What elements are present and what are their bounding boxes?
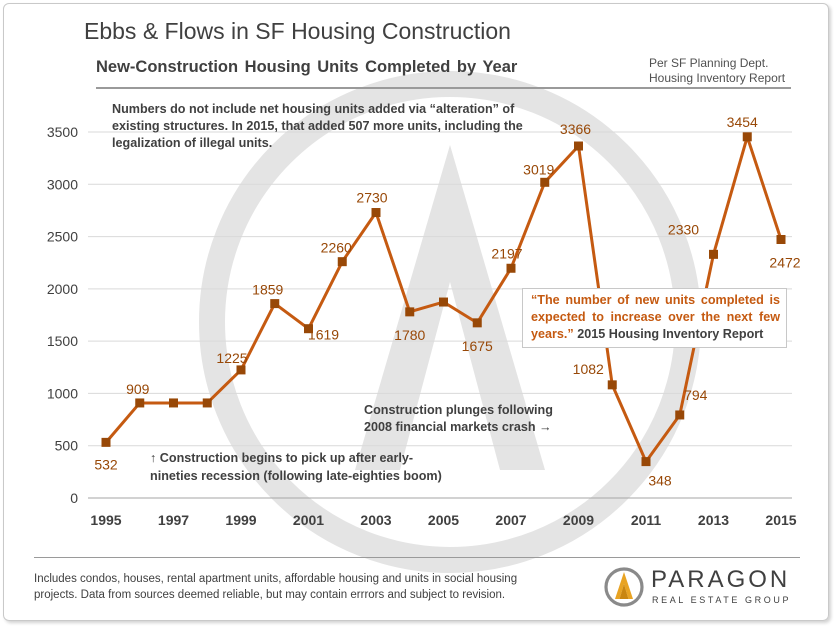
data-label-2015: 2472	[769, 254, 800, 270]
watermark-a-shape	[355, 145, 545, 470]
quote-text: “The number of new units completed is ex…	[531, 293, 780, 341]
y-tick-label: 3500	[47, 124, 78, 140]
forecast-quote-box: “The number of new units completed is ex…	[522, 288, 787, 348]
footer-note: Includes condos, houses, rental apartmen…	[34, 573, 518, 601]
data-point-2007	[506, 263, 516, 273]
data-point-2012	[675, 410, 685, 420]
data-point-1995	[101, 437, 111, 447]
data-label-2001: 1619	[308, 327, 339, 343]
data-point-1998	[202, 398, 212, 408]
recovery-annotation: ↑ Construction begins to pick up after e…	[150, 449, 442, 485]
x-tick-label: 2011	[631, 512, 662, 528]
data-label-1995: 532	[94, 456, 118, 472]
y-tick-label: 1500	[47, 333, 78, 349]
data-point-2008	[540, 177, 550, 187]
logo-name: PARAGON	[651, 566, 791, 593]
data-point-2005	[439, 297, 448, 307]
x-tick-label: 2005	[428, 512, 459, 528]
alteration-note: Numbers do not include net housing units…	[112, 102, 523, 150]
x-tick-label: 2001	[293, 512, 324, 528]
data-point-1996	[135, 398, 145, 408]
source-line-2: Housing Inventory Report	[649, 71, 786, 85]
data-label-2013: 2330	[668, 221, 699, 237]
data-point-2004	[405, 307, 415, 317]
x-axis-ticks: 1995 1997 1999 2001 2003 2005 2007 2009 2011 2013…	[90, 512, 796, 528]
crash-annotation-line-1: Construction plunges following	[364, 403, 553, 417]
x-tick-label: 1997	[158, 512, 189, 528]
y-tick-label: 1000	[47, 385, 78, 401]
quote-source: 2015 Housing Inventory Report	[573, 327, 764, 341]
data-label-2006: 1675	[462, 338, 493, 354]
data-point-2002	[337, 257, 347, 267]
data-label-2011: 348	[648, 473, 672, 489]
crash-annotation-line-2: 2008 financial markets crash →	[364, 420, 552, 434]
data-label-1999: 1225	[216, 350, 247, 366]
x-tick-label: 2007	[495, 512, 526, 528]
data-point-2013	[709, 249, 718, 259]
data-label-2002: 2260	[321, 240, 352, 256]
data-point-2001	[304, 324, 313, 334]
data-point-2009	[574, 141, 583, 151]
data-point-2000	[270, 299, 280, 309]
recovery-annotation-line-1: ↑ Construction begins to pick up after e…	[150, 451, 414, 465]
data-label-2012: 794	[684, 387, 708, 403]
y-tick-label: 0	[70, 490, 78, 506]
data-point-2014	[742, 132, 752, 142]
x-tick-label: 1995	[90, 512, 121, 528]
crash-annotation: Construction plunges following 2008 fina…	[364, 402, 553, 436]
y-tick-label: 2000	[47, 281, 78, 297]
x-tick-label: 2009	[563, 512, 594, 528]
chart-title: Ebbs & Flows in SF Housing Construction	[84, 18, 511, 44]
footer-divider	[34, 557, 800, 558]
y-tick-label: 3000	[47, 176, 78, 192]
data-label-2000: 1859	[252, 282, 283, 298]
data-label-2003: 2730	[356, 190, 387, 206]
data-label-2010: 1082	[573, 361, 604, 377]
data-label-1996: 909	[126, 381, 150, 397]
data-point-2015	[776, 234, 786, 244]
chart-frame	[3, 3, 829, 621]
data-label-2009: 3366	[560, 121, 591, 137]
paragon-a-logo-icon	[604, 567, 644, 607]
header-divider	[96, 87, 791, 89]
data-markers	[101, 132, 786, 467]
data-point-2010	[607, 380, 617, 390]
data-label-2004: 1780	[394, 327, 425, 343]
data-point-1999	[236, 365, 246, 375]
data-label-2008: 3019	[523, 161, 554, 177]
recovery-annotation-line-2: nineties recession (following late-eight…	[150, 469, 442, 483]
y-tick-label: 2500	[47, 229, 78, 245]
data-point-2003	[371, 208, 381, 218]
data-label-2014: 3454	[727, 114, 758, 130]
source-line-1: Per SF Planning Dept.	[649, 56, 769, 70]
source-note: Per SF Planning Dept. Housing Inventory …	[649, 56, 785, 86]
x-tick-label: 2003	[360, 512, 391, 528]
y-tick-label: 500	[55, 438, 79, 454]
data-label-2007: 2197	[491, 245, 522, 261]
x-tick-label: 1999	[225, 512, 256, 528]
data-point-2011	[641, 457, 651, 467]
data-labels: 532 909 1225 1859 1619 2260 2730 1780 1675 2197 30…	[94, 114, 800, 489]
data-point-2006	[472, 318, 482, 328]
x-tick-label: 2013	[698, 512, 729, 528]
x-tick-label: 2015	[765, 512, 796, 528]
y-axis-ticks: 0 500 1000 1500 2000 2500 3000 3500	[47, 124, 78, 506]
chart-subtitle: New-Construction Housing Units Completed…	[96, 58, 518, 76]
logo-tagline: REAL ESTATE GROUP	[652, 595, 792, 605]
data-point-1997	[169, 398, 178, 408]
